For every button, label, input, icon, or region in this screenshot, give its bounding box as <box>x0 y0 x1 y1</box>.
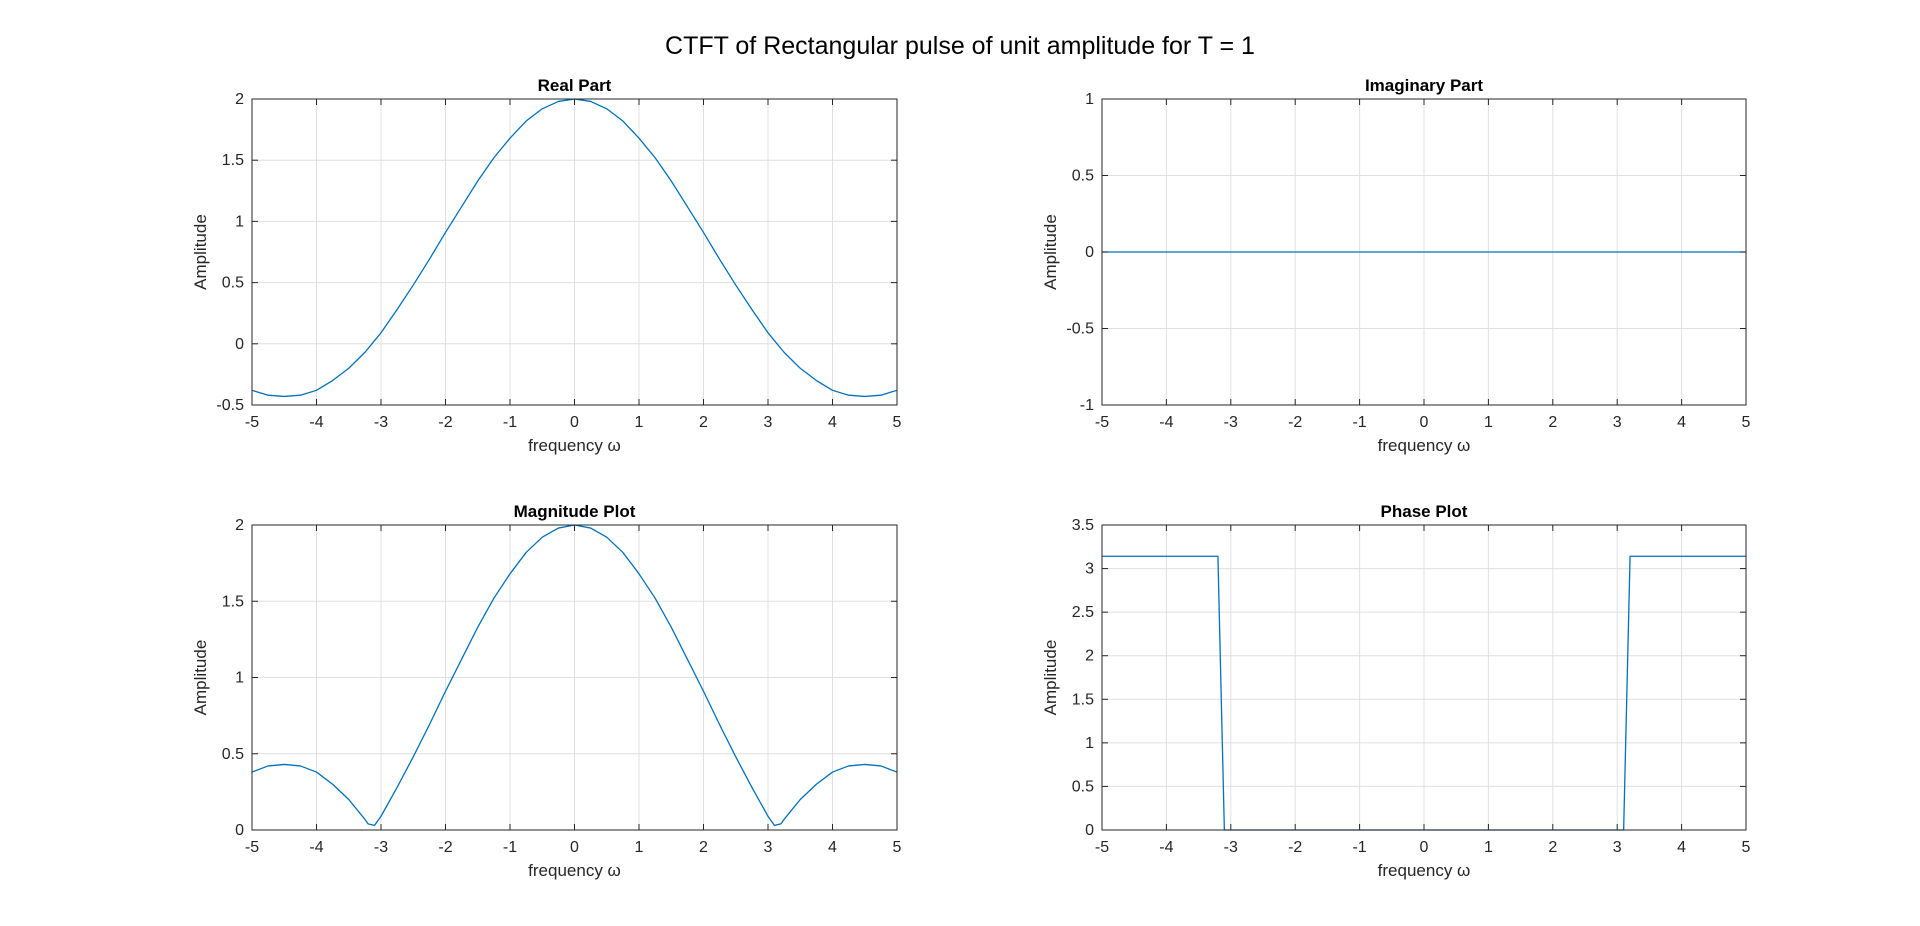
x-axis-label: frequency ω <box>1378 436 1471 455</box>
x-tick-label: -5 <box>245 839 259 856</box>
x-tick-label: -3 <box>1224 839 1238 856</box>
x-tick-label: 0 <box>1420 839 1429 856</box>
x-tick-label: 5 <box>893 839 902 856</box>
x-tick-label: 4 <box>1677 414 1686 431</box>
x-tick-label: -3 <box>374 839 388 856</box>
x-tick-label: 2 <box>1548 839 1557 856</box>
x-tick-label: 0 <box>570 414 579 431</box>
x-tick-label: -4 <box>1159 839 1173 856</box>
y-tick-label: 1 <box>1085 91 1094 108</box>
x-tick-label: -1 <box>503 414 517 431</box>
y-axis-label: Amplitude <box>191 640 210 716</box>
x-tick-label: -5 <box>1095 414 1109 431</box>
y-tick-label: 1.5 <box>1072 691 1094 708</box>
x-tick-label: 5 <box>1742 414 1751 431</box>
x-tick-label: 1 <box>635 839 644 856</box>
y-tick-label: 0 <box>1085 244 1094 261</box>
x-tick-label: -3 <box>1224 414 1238 431</box>
y-tick-label: 2 <box>1085 648 1094 665</box>
x-tick-label: -5 <box>1095 839 1109 856</box>
x-tick-label: 3 <box>1613 839 1622 856</box>
y-tick-label: 0.5 <box>222 275 244 292</box>
x-tick-label: -2 <box>1288 414 1302 431</box>
y-tick-label: 1 <box>235 213 244 230</box>
x-tick-label: 1 <box>635 414 644 431</box>
x-tick-label: -1 <box>1352 839 1366 856</box>
panel-title: Magnitude Plot <box>514 502 636 521</box>
x-tick-label: 1 <box>1484 414 1493 431</box>
x-axis-label: frequency ω <box>528 436 621 455</box>
y-tick-label: 1.5 <box>222 152 244 169</box>
y-tick-label: -1 <box>1080 397 1094 414</box>
y-tick-label: 0 <box>1085 822 1094 839</box>
y-tick-label: 3.5 <box>1072 517 1094 534</box>
y-tick-label: 0 <box>235 336 244 353</box>
x-tick-label: 3 <box>764 839 773 856</box>
x-tick-label: -4 <box>1159 414 1173 431</box>
x-tick-label: -5 <box>245 414 259 431</box>
x-tick-label: 0 <box>570 839 579 856</box>
x-tick-label: -1 <box>1352 414 1366 431</box>
panel-title: Imaginary Part <box>1365 76 1483 95</box>
x-tick-label: -3 <box>374 414 388 431</box>
x-tick-label: -2 <box>1288 839 1302 856</box>
y-tick-label: -0.5 <box>216 397 244 414</box>
x-tick-label: -4 <box>309 414 323 431</box>
x-tick-label: -2 <box>438 839 452 856</box>
x-tick-label: 2 <box>699 414 708 431</box>
x-axis-label: frequency ω <box>1378 861 1471 880</box>
y-tick-label: 2 <box>235 91 244 108</box>
x-tick-label: 5 <box>1742 839 1751 856</box>
y-tick-label: 2 <box>235 517 244 534</box>
y-tick-label: 0.5 <box>1072 168 1094 185</box>
x-tick-label: 3 <box>1613 414 1622 431</box>
y-tick-label: 2.5 <box>1072 604 1094 621</box>
y-axis-label: Amplitude <box>1041 640 1060 716</box>
y-tick-label: 1.5 <box>222 593 244 610</box>
y-axis-label: Amplitude <box>191 214 210 290</box>
x-tick-label: 4 <box>1677 839 1686 856</box>
x-tick-label: 5 <box>893 414 902 431</box>
x-tick-label: 2 <box>1548 414 1557 431</box>
x-tick-label: 4 <box>828 839 837 856</box>
x-tick-label: 4 <box>828 414 837 431</box>
y-tick-label: 0.5 <box>222 746 244 763</box>
x-tick-label: 1 <box>1484 839 1493 856</box>
x-tick-label: 3 <box>764 414 773 431</box>
x-axis-label: frequency ω <box>528 861 621 880</box>
y-tick-label: 0.5 <box>1072 778 1094 795</box>
x-tick-label: -4 <box>309 839 323 856</box>
x-tick-label: -1 <box>503 839 517 856</box>
y-tick-label: -0.5 <box>1066 321 1094 338</box>
y-axis-label: Amplitude <box>1041 214 1060 290</box>
x-tick-label: 2 <box>699 839 708 856</box>
panel-title: Phase Plot <box>1381 502 1468 521</box>
x-tick-label: 0 <box>1420 414 1429 431</box>
y-tick-label: 1 <box>1085 735 1094 752</box>
panel-title: Real Part <box>538 76 612 95</box>
figure-title: CTFT of Rectangular pulse of unit amplit… <box>665 32 1255 60</box>
y-tick-label: 0 <box>235 822 244 839</box>
y-tick-label: 1 <box>235 670 244 687</box>
x-tick-label: -2 <box>438 414 452 431</box>
y-tick-label: 3 <box>1085 561 1094 578</box>
